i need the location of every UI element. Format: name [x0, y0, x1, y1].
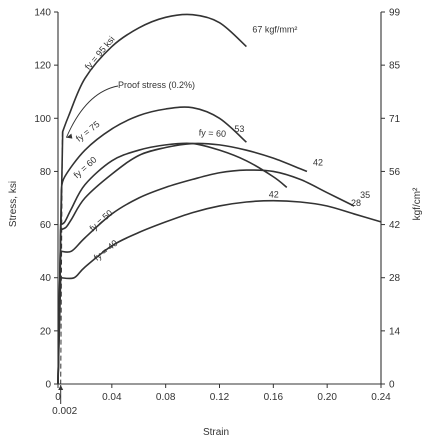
series-end-label: 28	[351, 198, 361, 208]
y-tick-left-label: 60	[40, 220, 52, 231]
x-extra-tick-arrowhead	[58, 385, 64, 390]
y-tick-right-label: 28	[389, 273, 401, 284]
y-tick-right-label: 42	[389, 220, 401, 231]
annotation-leader	[65, 85, 119, 138]
ticks-layer: 0 0.04 0.08 0.12 0.16 0.20 0.24 0.002 0 20 40 60 80 1…	[34, 8, 400, 418]
annotation-layer: Proof stress (0.2%)	[60, 80, 195, 385]
y-tick-left-label: 140	[34, 8, 51, 19]
series-label: fy = 95 ksi	[83, 34, 117, 72]
series-line	[57, 142, 288, 385]
series-end-label: 42	[313, 157, 323, 167]
series-end-label: 53	[234, 124, 244, 134]
series-end-label: 42	[269, 189, 279, 199]
series-end-label: 67 kgf/mm²	[252, 25, 297, 35]
annotation-label: Proof stress (0.2%)	[118, 80, 195, 90]
series-end-label: 35	[360, 190, 370, 200]
x-tick-label: 0	[55, 392, 61, 403]
y-axis-title-left: Stress, ksi	[8, 181, 19, 227]
series-line	[57, 142, 308, 385]
series-line	[57, 13, 247, 385]
y-tick-right-label: 0	[389, 380, 395, 391]
y-tick-right-label: 85	[389, 61, 401, 72]
series-label: fy = 60	[198, 128, 226, 139]
y-tick-left-label: 0	[45, 380, 51, 391]
x-extra-tick-label: 0.002	[52, 406, 77, 417]
series-label: fy = 40	[92, 238, 120, 263]
series-line	[57, 199, 382, 385]
y-axis-title-right: kgf/cm²	[412, 187, 423, 220]
y-tick-right-label: 56	[389, 167, 401, 178]
x-tick-label: 0.20	[317, 392, 337, 403]
series-label: fy = 50	[88, 208, 115, 234]
y-tick-right-label: 71	[389, 114, 401, 125]
x-axis-title: Strain	[203, 427, 229, 438]
x-tick-label: 0.16	[264, 392, 284, 403]
x-tick-label: 0.24	[371, 392, 391, 403]
y-tick-left-label: 20	[40, 326, 52, 337]
x-tick-label: 0.12	[210, 392, 230, 403]
y-tick-right-label: 14	[389, 326, 401, 337]
series-line	[57, 106, 247, 385]
series-line	[57, 169, 355, 385]
y-tick-left-label: 120	[34, 61, 51, 72]
x-tick-label: 0.08	[156, 392, 176, 403]
y-tick-left-label: 40	[40, 273, 52, 284]
y-tick-right-label: 99	[389, 8, 401, 19]
y-tick-left-label: 80	[40, 167, 52, 178]
series-label: fy = 60	[72, 155, 99, 181]
proof-stress-offset-line	[60, 131, 63, 385]
y-tick-left-label: 100	[34, 114, 51, 125]
annotation-arrowhead	[66, 133, 73, 139]
x-tick-label: 0.04	[102, 392, 122, 403]
